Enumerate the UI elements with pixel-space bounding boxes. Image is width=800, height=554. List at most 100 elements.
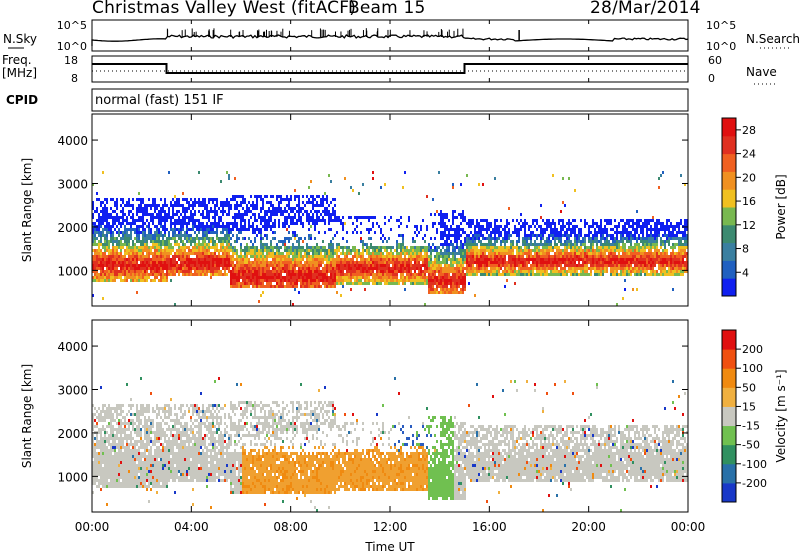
data-cell — [350, 270, 352, 273]
data-cell — [192, 207, 194, 210]
data-cell — [542, 261, 544, 264]
data-cell — [136, 237, 138, 240]
data-cell — [484, 246, 486, 249]
data-cell — [572, 228, 574, 231]
data-cell — [446, 288, 448, 291]
data-cell — [184, 219, 186, 222]
data-cell — [276, 276, 278, 279]
data-cell — [604, 255, 606, 258]
data-cell — [274, 225, 276, 228]
data-cell — [466, 273, 468, 276]
data-cell — [556, 249, 558, 252]
data-cell — [334, 216, 336, 219]
data-cell — [130, 228, 132, 231]
data-cell — [160, 246, 162, 249]
data-cell — [526, 252, 528, 255]
data-cell — [176, 249, 178, 252]
data-cell — [178, 234, 180, 237]
data-cell — [462, 258, 464, 261]
data-cell — [250, 252, 252, 255]
data-cell — [246, 267, 248, 270]
data-cell — [598, 231, 600, 234]
data-cell — [150, 207, 152, 210]
data-cell — [396, 279, 398, 282]
data-cell — [126, 222, 128, 225]
data-cell — [356, 249, 358, 252]
data-cell — [496, 237, 498, 240]
data-cell — [442, 255, 444, 258]
data-cell — [148, 237, 150, 240]
nave-tick-top: 60 — [708, 54, 722, 67]
data-cell — [144, 267, 146, 270]
scatter-cell — [92, 183, 94, 186]
data-cell — [308, 285, 310, 288]
data-cell — [244, 273, 246, 276]
data-cell — [176, 267, 178, 270]
data-cell — [182, 264, 184, 267]
data-cell — [566, 246, 568, 249]
data-cell — [254, 258, 256, 261]
data-cell — [264, 234, 266, 237]
data-cell — [274, 255, 276, 258]
data-cell — [576, 267, 578, 270]
data-cell — [410, 252, 412, 255]
data-cell — [268, 282, 270, 285]
data-cell — [318, 252, 320, 255]
data-cell — [330, 273, 332, 276]
data-cell — [156, 249, 158, 252]
data-cell — [238, 264, 240, 267]
data-cell — [294, 267, 296, 270]
data-cell — [608, 240, 610, 243]
data-cell — [326, 285, 328, 288]
data-cell — [500, 246, 502, 249]
data-cell — [176, 204, 178, 207]
data-cell — [280, 279, 282, 282]
data-cell — [554, 261, 556, 264]
data-cell — [240, 249, 242, 252]
data-cell — [202, 264, 204, 267]
data-cell — [354, 282, 356, 285]
data-cell — [232, 264, 234, 267]
data-cell — [158, 279, 160, 282]
data-cell — [296, 234, 298, 237]
data-cell — [562, 261, 564, 264]
data-cell — [110, 225, 112, 228]
data-cell — [386, 273, 388, 276]
data-cell — [136, 246, 138, 249]
data-cell — [326, 201, 328, 204]
data-cell — [234, 273, 236, 276]
data-cell — [452, 285, 454, 288]
data-cell — [198, 273, 200, 276]
data-cell — [368, 237, 370, 240]
data-cell — [310, 261, 312, 264]
data-cell — [390, 261, 392, 264]
data-cell — [278, 240, 280, 243]
data-cell — [580, 255, 582, 258]
data-cell — [538, 249, 540, 252]
data-cell — [330, 216, 332, 219]
data-cell — [240, 222, 242, 225]
data-cell — [356, 276, 358, 279]
data-cell — [178, 267, 180, 270]
data-cell — [292, 234, 294, 237]
data-cell — [438, 291, 440, 294]
data-cell — [448, 234, 450, 237]
data-cell — [360, 252, 362, 255]
data-cell — [238, 273, 240, 276]
data-cell — [300, 237, 302, 240]
data-cell — [500, 252, 502, 255]
data-cell — [240, 201, 242, 204]
data-cell — [390, 267, 392, 270]
data-cell — [602, 255, 604, 258]
data-cell — [238, 213, 240, 216]
data-cell — [494, 237, 496, 240]
data-cell — [264, 270, 266, 273]
data-cell — [556, 228, 558, 231]
data-cell — [470, 261, 472, 264]
data-cell — [236, 201, 238, 204]
data-cell — [494, 234, 496, 237]
data-cell — [140, 198, 142, 201]
data-cell — [414, 264, 416, 267]
data-cell — [444, 249, 446, 252]
data-cell — [394, 276, 396, 279]
